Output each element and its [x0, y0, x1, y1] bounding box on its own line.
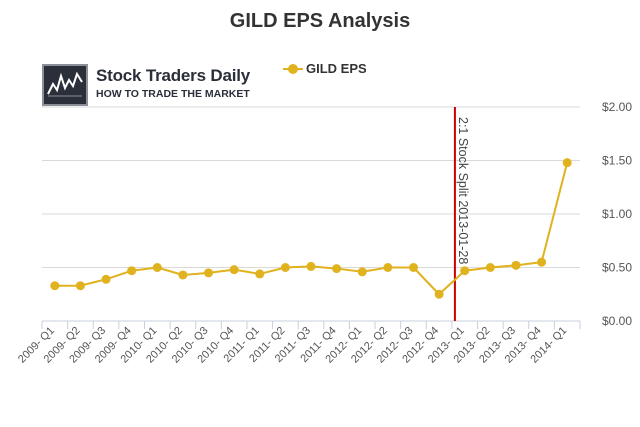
data-point — [101, 274, 111, 284]
stock-split-label: 2:1 Stock Split 2013-01-28 — [456, 117, 470, 264]
data-point — [75, 281, 85, 291]
data-point — [204, 268, 214, 278]
data-point — [511, 260, 521, 270]
data-point — [127, 266, 137, 276]
data-point — [434, 289, 444, 299]
logo-tagline: HOW TO TRADE THE MARKET — [96, 88, 250, 100]
y-tick-label: $0.50 — [602, 261, 632, 275]
data-point — [178, 270, 188, 280]
data-point — [485, 263, 495, 272]
y-tick-label: $1.50 — [602, 154, 632, 168]
data-point — [152, 263, 162, 272]
data-point — [306, 261, 316, 271]
legend-marker-icon — [283, 64, 303, 74]
y-tick-label: $2.00 — [602, 100, 632, 114]
data-point — [357, 267, 367, 277]
legend-label: GILD EPS — [306, 61, 367, 76]
data-point — [562, 158, 572, 168]
data-point — [280, 263, 290, 272]
y-tick-label: $1.00 — [602, 207, 632, 221]
data-point — [460, 266, 470, 276]
logo: Stock Traders Daily HOW TO TRADE THE MAR… — [42, 64, 250, 106]
data-point — [332, 264, 342, 274]
y-tick-label: $0.00 — [602, 314, 632, 328]
data-point — [383, 263, 393, 272]
data-point — [408, 263, 418, 272]
chart-title: GILD EPS Analysis — [229, 10, 411, 32]
data-point — [255, 269, 265, 279]
data-point — [229, 265, 239, 275]
data-point — [537, 257, 547, 267]
data-point — [50, 281, 60, 291]
logo-name: Stock Traders Daily — [96, 66, 250, 85]
chart-logo-icon — [42, 64, 88, 106]
